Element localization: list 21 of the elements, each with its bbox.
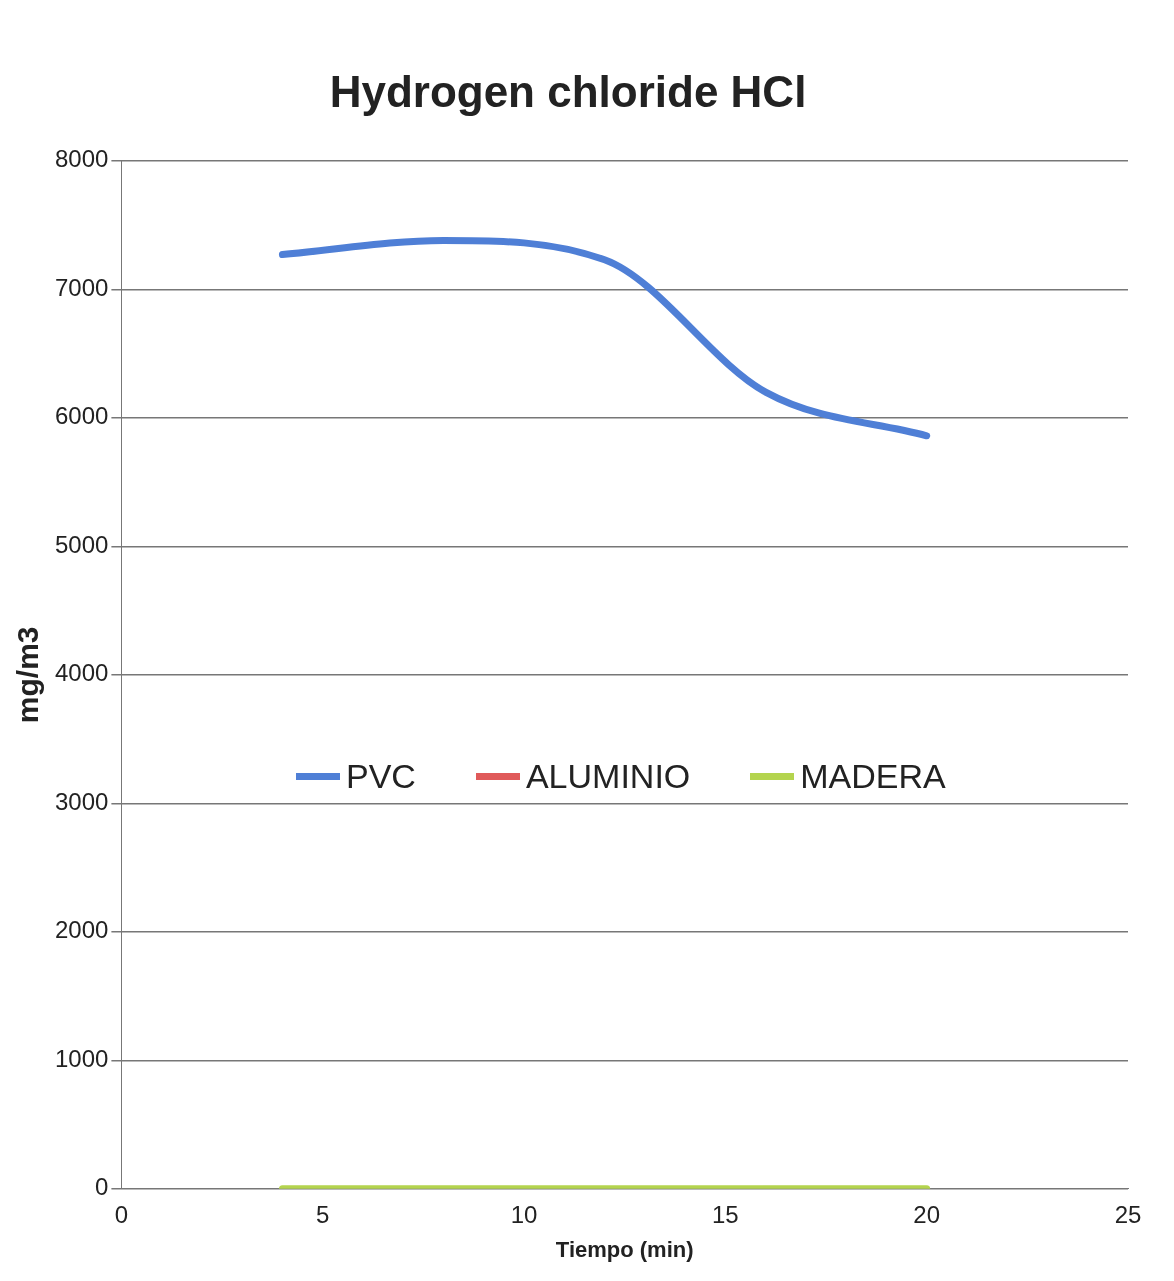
x-axis-title: Tiempo (min)	[555, 1236, 694, 1262]
y-tick-label: 1000	[55, 1044, 109, 1072]
y-tick-label: 8000	[55, 145, 109, 173]
y-tick-label: 5000	[55, 530, 109, 558]
y-tick-label: 3000	[55, 787, 109, 815]
y-tick-label: 4000	[55, 659, 109, 687]
y-tick-label: 6000	[55, 402, 109, 430]
legend-label: MADERA	[800, 757, 946, 796]
legend-label: PVC	[346, 757, 416, 796]
chart-title: Hydrogen chloride HCl	[329, 66, 807, 116]
x-tick-label: 25	[1114, 1200, 1142, 1228]
x-tick-label: 15	[712, 1200, 739, 1228]
x-tick-label: 5	[316, 1200, 330, 1228]
x-tick-label: 0	[114, 1200, 129, 1228]
y-tick-label: 7000	[55, 273, 109, 301]
y-tick-label: 0	[95, 1173, 109, 1201]
y-tick-label: 2000	[55, 916, 109, 944]
y-axis-title: mg/m3	[11, 626, 45, 724]
x-tick-label: 10	[510, 1200, 538, 1228]
legend-label: ALUMINIO	[525, 757, 691, 796]
x-tick-label: 20	[913, 1200, 941, 1228]
